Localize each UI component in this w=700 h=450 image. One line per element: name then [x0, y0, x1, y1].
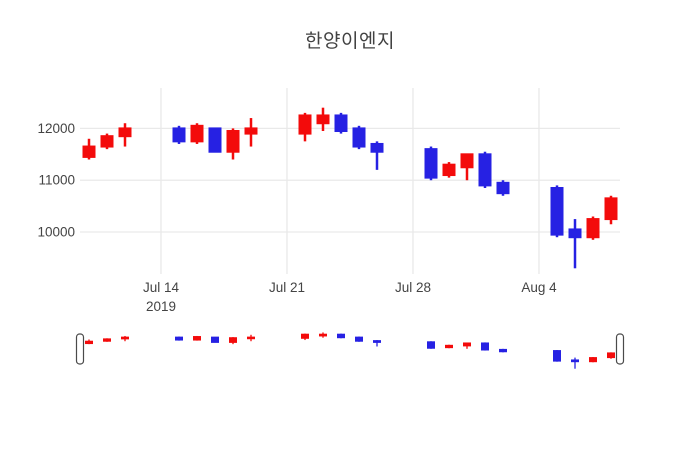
mini-candle — [445, 344, 453, 349]
x-tick-label: Jul 14 — [143, 280, 180, 295]
candle[interactable] — [190, 123, 204, 144]
y-tick-label: 11000 — [38, 173, 75, 188]
mini-candle — [553, 349, 561, 362]
mini-candle — [463, 342, 471, 349]
mini-candle — [571, 357, 579, 369]
mini-candle — [607, 352, 615, 359]
candle[interactable] — [604, 195, 618, 225]
candle[interactable] — [424, 146, 438, 181]
x-tick-label: Jul 21 — [269, 280, 305, 295]
candle[interactable] — [208, 127, 222, 153]
candle[interactable] — [226, 128, 240, 160]
mini-candle — [427, 341, 435, 349]
candle[interactable] — [442, 162, 456, 178]
mini-candle — [481, 342, 489, 351]
candle[interactable] — [370, 141, 384, 170]
candle[interactable] — [568, 219, 582, 269]
y-tick-label: 12000 — [37, 121, 75, 136]
candle[interactable] — [460, 153, 474, 181]
mini-candle — [355, 336, 363, 342]
candle[interactable] — [298, 112, 312, 142]
chart-title: 한양이엔지 — [305, 31, 395, 52]
mini-candle — [175, 336, 183, 341]
plot-area[interactable] — [80, 88, 620, 274]
x-tick-label: Aug 4 — [521, 280, 557, 295]
mini-candle — [247, 334, 255, 342]
mini-candle — [211, 336, 219, 343]
mini-candle — [121, 335, 129, 342]
mini-candle — [373, 340, 381, 347]
candle[interactable] — [172, 125, 186, 144]
candle[interactable] — [316, 107, 330, 132]
mini-candle — [103, 338, 111, 342]
y-tick-label: 10000 — [37, 225, 75, 240]
candle[interactable] — [586, 216, 600, 240]
candle[interactable] — [550, 185, 564, 238]
mini-candle — [229, 337, 237, 345]
candle[interactable] — [334, 112, 348, 134]
candle[interactable] — [496, 180, 510, 196]
mini-candle — [85, 339, 93, 345]
candle[interactable] — [82, 138, 96, 160]
range-slider-left-handle[interactable] — [75, 333, 85, 365]
candle[interactable] — [118, 123, 132, 147]
mini-candle — [499, 348, 507, 353]
range-slider[interactable] — [74, 326, 626, 372]
candle[interactable] — [100, 133, 114, 150]
x-tick-sublabel: 2019 — [146, 299, 176, 314]
mini-candle — [337, 333, 345, 339]
candle[interactable] — [244, 118, 258, 147]
x-tick-label: Jul 28 — [395, 280, 431, 295]
mini-candle — [301, 333, 309, 341]
range-slider-right-handle[interactable] — [615, 333, 625, 365]
mini-candle — [319, 332, 327, 338]
mini-candle — [589, 357, 597, 363]
candle[interactable] — [352, 125, 366, 150]
mini-candle — [193, 335, 201, 341]
candle[interactable] — [478, 151, 492, 188]
